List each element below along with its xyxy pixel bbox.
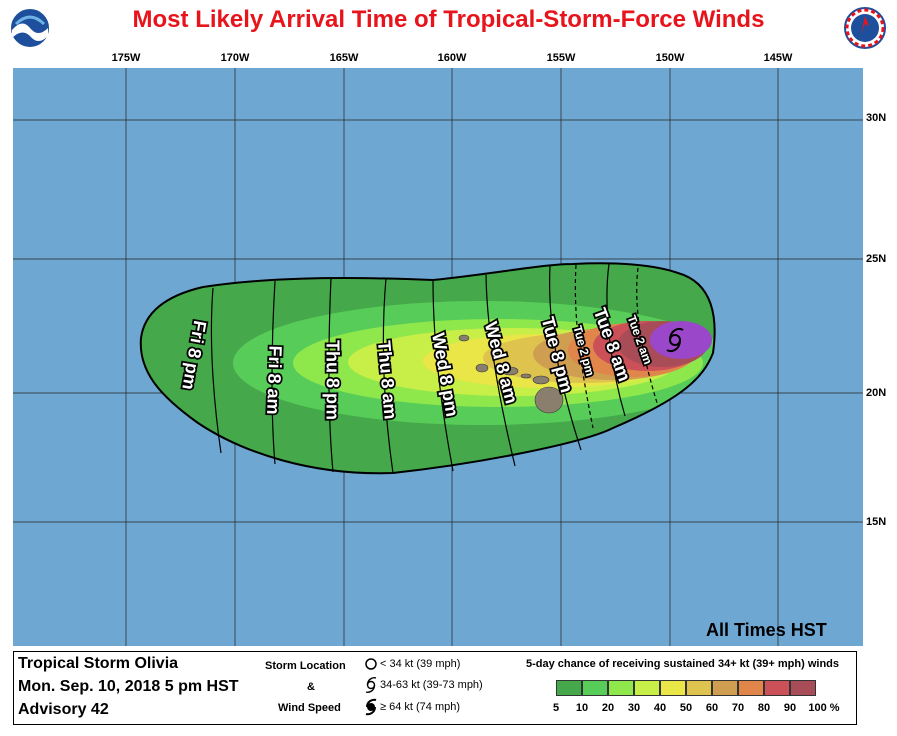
probability-swatch [686,680,712,696]
advisory-number: Advisory 42 [18,701,109,718]
probability-tick: 90 [783,702,797,714]
storm-key-ampersand: & [307,681,315,693]
probability-swath [140,263,715,474]
longitude-label: 160W [437,52,467,64]
arrival-label-fri-8am: Fri 8 am [263,345,285,415]
probability-swatch [764,680,790,696]
storm-key-item: 34-63 kt (39-73 mph) [380,679,483,691]
probability-swatch [660,680,686,696]
probability-swatch [712,680,738,696]
storm-key-item: ≥ 64 kt (74 mph) [380,701,461,713]
forecast-map: Fri 8 pm Fri 8 am Thu 8 pm Thu 8 am Wed … [13,68,863,646]
noaa-logo [9,7,51,49]
hurricane-key-icon [365,698,377,716]
probability-swatch [738,680,764,696]
storm-key-item: < 34 kt (39 mph) [380,658,461,670]
latitude-label: 25N [866,253,887,265]
storm-key-header: Storm Location [265,660,346,672]
probability-tick: 20 [601,702,615,714]
longitude-label: 150W [655,52,685,64]
map-title: Most Likely Arrival Time of Tropical-Sto… [132,6,765,33]
probability-tick: 10 [575,702,589,714]
advisory-time: Mon. Sep. 10, 2018 5 pm HST [18,678,239,695]
legend-panel: Tropical Storm Olivia Mon. Sep. 10, 2018… [13,651,857,725]
tropical-storm-icon [666,327,684,353]
swath-outline [139,262,716,475]
probability-swatch [582,680,608,696]
nws-logo [844,7,886,49]
arrival-label-thu-8pm: Thu 8 pm [322,340,342,420]
longitude-label: 170W [220,52,250,64]
probability-tick: 80 [757,702,771,714]
probability-tick: 30 [627,702,641,714]
probability-swatch [608,680,634,696]
all-times-note: All Times HST [706,620,827,640]
latitude-label: 15N [866,516,887,528]
probability-tick: 60 [705,702,719,714]
storm-key-subheader: Wind Speed [278,702,341,714]
longitude-label: 175W [111,52,141,64]
probability-swatch [634,680,660,696]
probability-tick: 100 % [808,702,840,714]
probability-tick: 5 [552,702,560,714]
tropical-storm-key-icon [365,677,377,693]
low-wind-icon [365,658,377,670]
latitude-label: 30N [866,112,887,124]
probability-legend-title: 5-day chance of receiving sustained 34+ … [526,658,839,670]
longitude-label: 165W [329,52,359,64]
arrival-time-lines [210,263,659,474]
probability-tick: 40 [653,702,667,714]
probability-tick: 70 [731,702,745,714]
longitude-label: 155W [546,52,576,64]
longitude-label: 145W [763,52,793,64]
hawaiian-islands [458,334,564,414]
latitude-label: 20N [866,387,887,399]
probability-tick: 50 [679,702,693,714]
probability-swatch [790,680,816,696]
storm-name: Tropical Storm Olivia [18,655,179,672]
probability-swatch [556,680,582,696]
